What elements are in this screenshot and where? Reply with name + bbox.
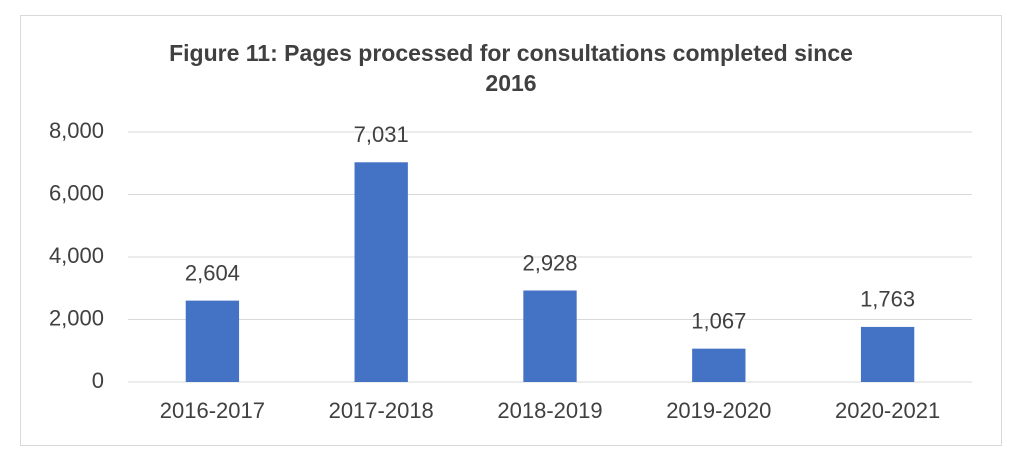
y-tick-label: 4,000 bbox=[49, 243, 104, 268]
y-tick-label: 0 bbox=[92, 368, 104, 393]
data-label: 1,763 bbox=[860, 287, 915, 312]
x-tick-label: 2019-2020 bbox=[666, 398, 771, 423]
chart-title: Figure 11: Pages processed for consultat… bbox=[169, 40, 853, 96]
data-label: 7,031 bbox=[354, 122, 409, 147]
x-tick-label: 2018-2019 bbox=[497, 398, 602, 423]
chart-border bbox=[20, 15, 1002, 446]
x-tick-label: 2017-2018 bbox=[329, 398, 434, 423]
y-tick-label: 8,000 bbox=[49, 118, 104, 143]
data-label: 1,067 bbox=[691, 308, 746, 333]
data-label: 2,604 bbox=[185, 260, 240, 285]
y-tick-label: 6,000 bbox=[49, 180, 104, 205]
bar bbox=[860, 326, 915, 382]
x-tick-label: 2020-2021 bbox=[835, 398, 940, 423]
data-label: 2,928 bbox=[522, 250, 577, 275]
bar bbox=[185, 300, 240, 382]
bar bbox=[692, 348, 746, 382]
bar bbox=[354, 162, 408, 382]
x-tick-label: 2016-2017 bbox=[160, 398, 265, 423]
bar bbox=[523, 290, 577, 382]
y-tick-label: 2,000 bbox=[49, 305, 104, 330]
